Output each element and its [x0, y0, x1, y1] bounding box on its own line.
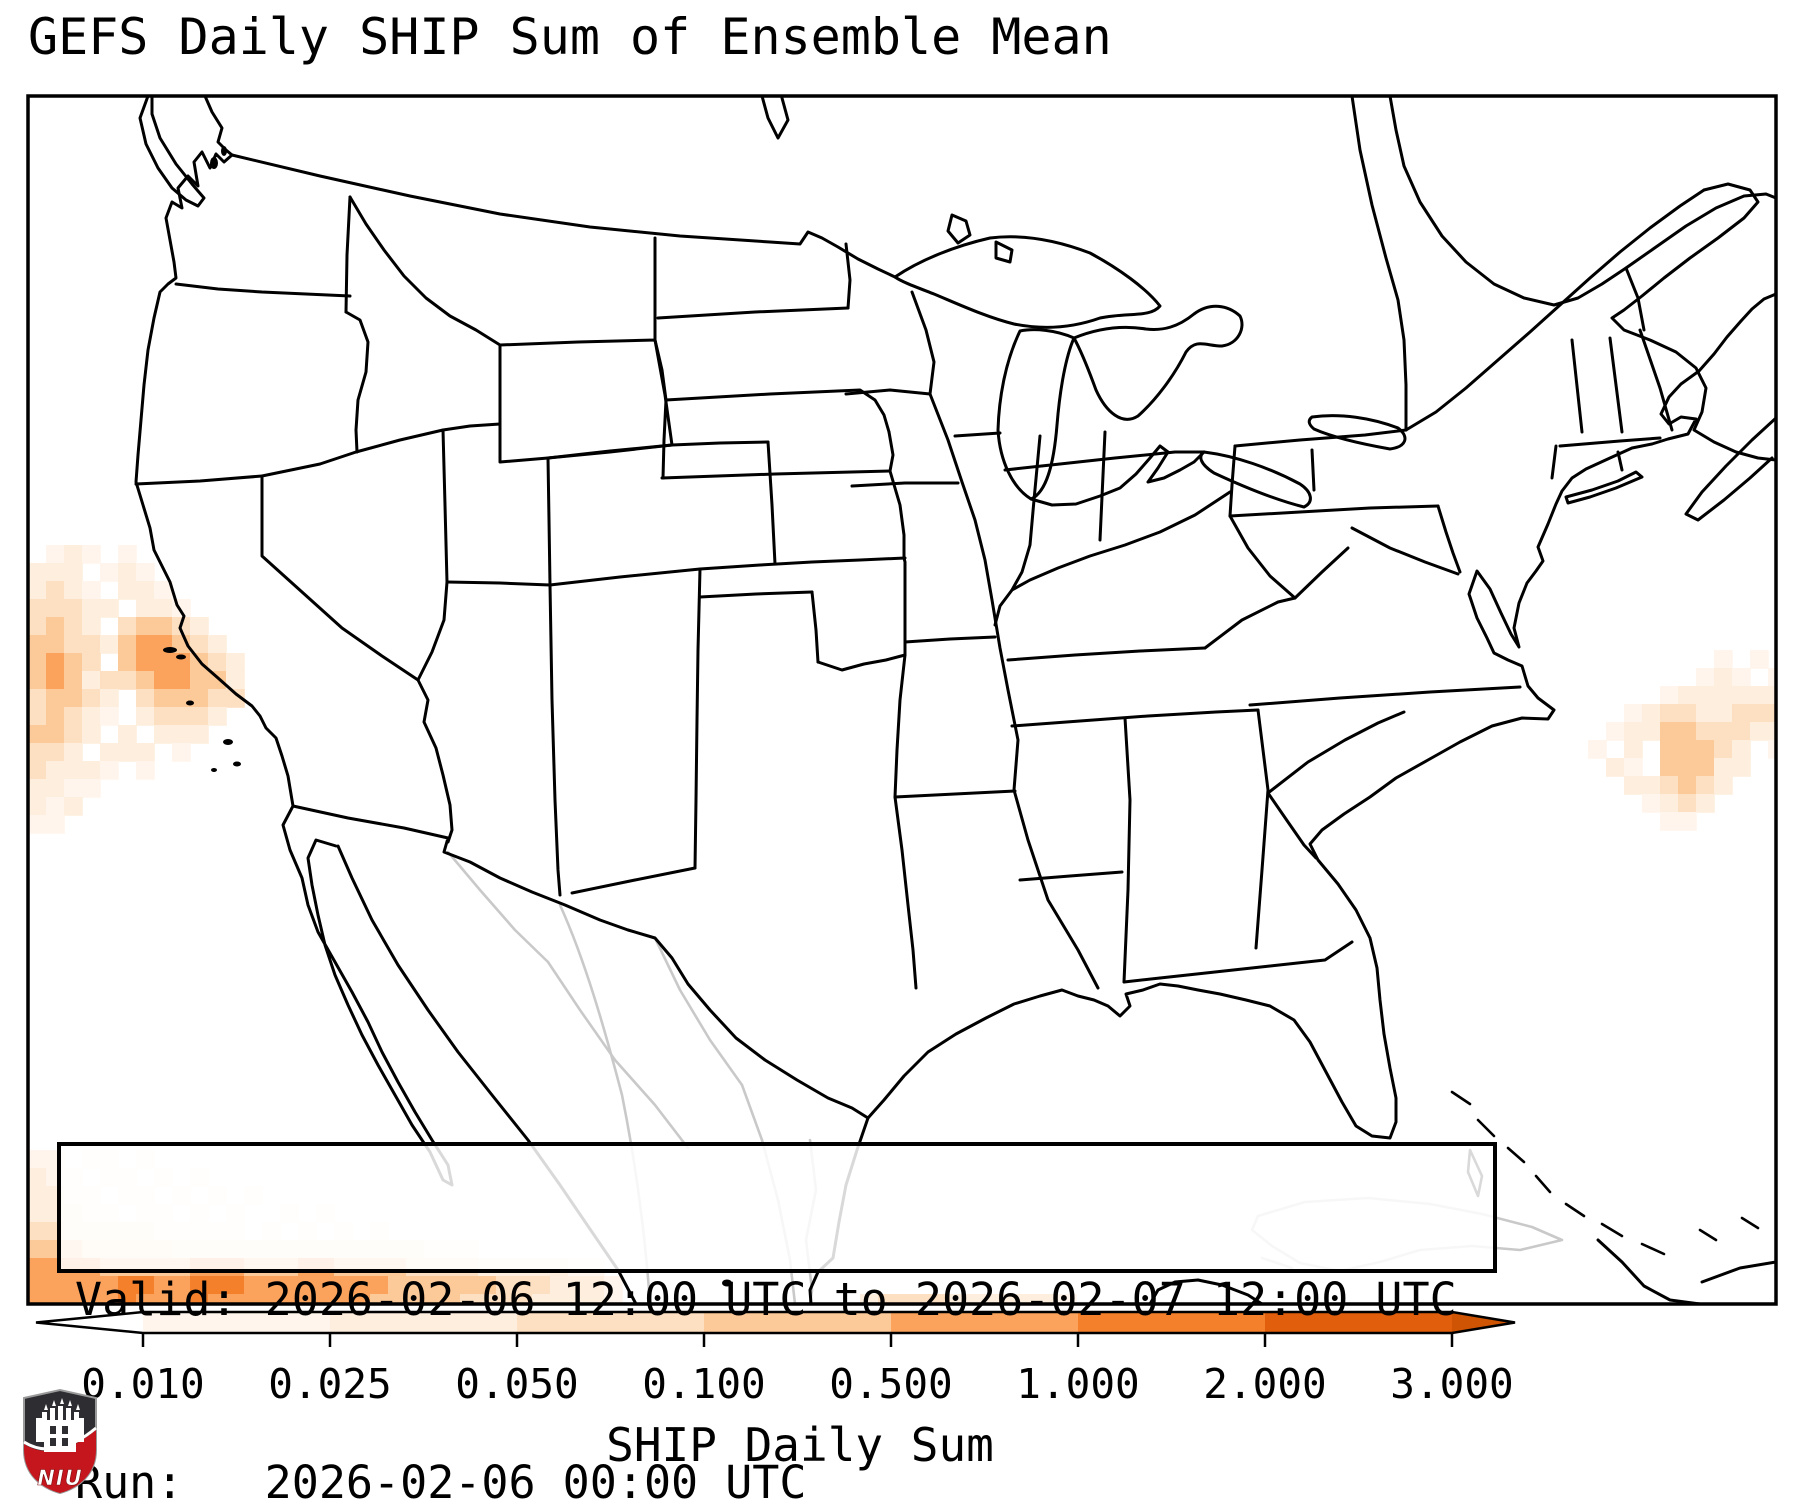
- us-outline: [134, 150, 1776, 1140]
- small-islands: [163, 146, 732, 1287]
- gaspe-new-brunswick: [1610, 182, 1776, 462]
- baja-california: [281, 804, 454, 1187]
- state-borders: [134, 195, 1674, 990]
- map-frame: [26, 94, 1778, 1306]
- colorbar-segment: [891, 1312, 1079, 1333]
- colorbar-tick-label: 0.100: [642, 1360, 765, 1408]
- colorbar-tick-label: 0.050: [455, 1360, 578, 1408]
- st-lawrence-south-bank: [1404, 188, 1706, 432]
- page-title: GEFS Daily SHIP Sum of Ensemble Mean: [28, 8, 1112, 66]
- colorbar-segment: [517, 1312, 705, 1333]
- yucatan: [1148, 1278, 1264, 1304]
- colorbar-tick-label: 3.000: [1390, 1360, 1513, 1408]
- colorbar-segment: [1265, 1312, 1453, 1333]
- colorbar-tick-label: 0.500: [829, 1360, 952, 1408]
- lake-erie: [1199, 450, 1312, 509]
- colorbar-tick-label: 1.000: [1016, 1360, 1139, 1408]
- colorbar-segment: [1078, 1312, 1266, 1333]
- nova-scotia: [1684, 416, 1776, 522]
- lake-ontario: [1307, 414, 1407, 451]
- colorbar-label: SHIP Daily Sum: [606, 1418, 994, 1472]
- vancouver-island: [138, 96, 206, 208]
- lake-winnipeg-tip: [760, 96, 790, 140]
- ontario-lakes: [946, 213, 1014, 264]
- logo-text: NIU: [37, 1466, 82, 1490]
- michigan-lower-coast: [1029, 444, 1206, 507]
- us-coastline-and-borders: [134, 96, 1776, 1304]
- bc-coast: [203, 96, 234, 157]
- bahamas: [1450, 1090, 1760, 1256]
- colorbar-segment: [143, 1312, 331, 1333]
- logo-red-swoosh: [24, 1430, 96, 1493]
- ottawa-river: [1350, 96, 1408, 432]
- colorbar-under-arrow: [36, 1312, 143, 1333]
- long-island: [1564, 470, 1644, 505]
- niu-logo: NIU: [23, 1388, 97, 1495]
- colorbar-over-arrow: [1452, 1312, 1515, 1333]
- colorbar-tick-label: 0.025: [268, 1360, 391, 1408]
- east-cuba-coast: [1596, 1238, 1702, 1304]
- valid-time-line: Valid: 2026-02-06 12:00 UTC to 2026-02-0…: [75, 1273, 1457, 1326]
- castle-icon: [36, 1398, 84, 1452]
- colorbar-segment: [330, 1312, 518, 1333]
- colorbar: 0.010 0.025 0.050 0.100 0.500 1.000 2.000 3.000: [35, 1310, 1516, 1408]
- info-box: Valid: 2026-02-06 12:00 UTC to 2026-02-0…: [57, 1142, 1497, 1500]
- lake-huron: [1072, 304, 1244, 421]
- colorbar-tick-label: 2.000: [1203, 1360, 1326, 1408]
- colorbar-segment: [704, 1312, 892, 1333]
- canada-border: [230, 153, 897, 279]
- run-time-line: Run: 2026-02-06 00:00 UTC: [75, 1456, 807, 1500]
- lake-superior: [893, 235, 1162, 329]
- hispaniola-coast: [1700, 1260, 1776, 1284]
- colorbar-tick-label: 0.010: [81, 1360, 204, 1408]
- niagara-river: [1310, 448, 1316, 492]
- st-lawrence-north-shore: [1388, 96, 1776, 307]
